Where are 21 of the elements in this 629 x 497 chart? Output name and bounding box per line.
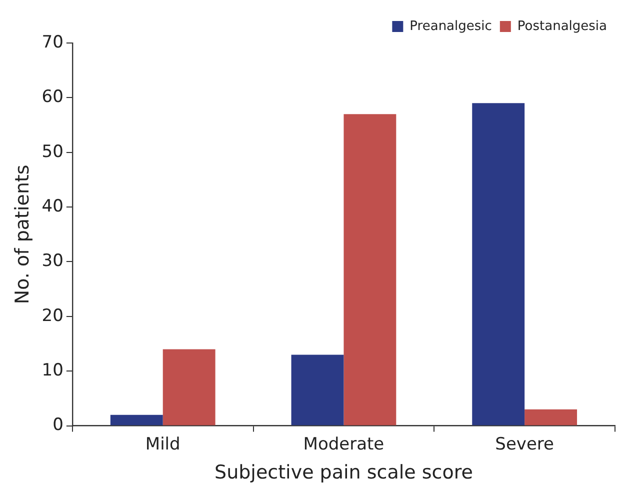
y-axis-title: No. of patients: [11, 164, 34, 304]
y-tick-label: 10: [42, 360, 64, 381]
y-tick-label: 50: [42, 142, 64, 162]
bar: [291, 354, 344, 426]
x-tick-label: Mild: [145, 434, 180, 454]
y-tick-label: 40: [42, 196, 64, 216]
y-tick-label: 20: [42, 306, 64, 326]
x-tick-label: Moderate: [303, 434, 384, 454]
x-tick-label: Severe: [495, 434, 554, 454]
bar: [524, 409, 578, 426]
y-tick-label: 70: [42, 32, 64, 52]
legend-label: Preanalgesic: [410, 18, 492, 34]
y-tick-label: 0: [52, 415, 64, 436]
legend-label: Postanalgesia: [517, 18, 608, 34]
bar: [472, 103, 525, 426]
bar: [162, 349, 216, 426]
y-tick-label: 60: [42, 87, 64, 108]
x-axis-title: Subjective pain scale score: [214, 462, 473, 484]
y-tick-label: 30: [42, 251, 64, 272]
bar: [110, 414, 163, 426]
bar: [344, 114, 396, 426]
